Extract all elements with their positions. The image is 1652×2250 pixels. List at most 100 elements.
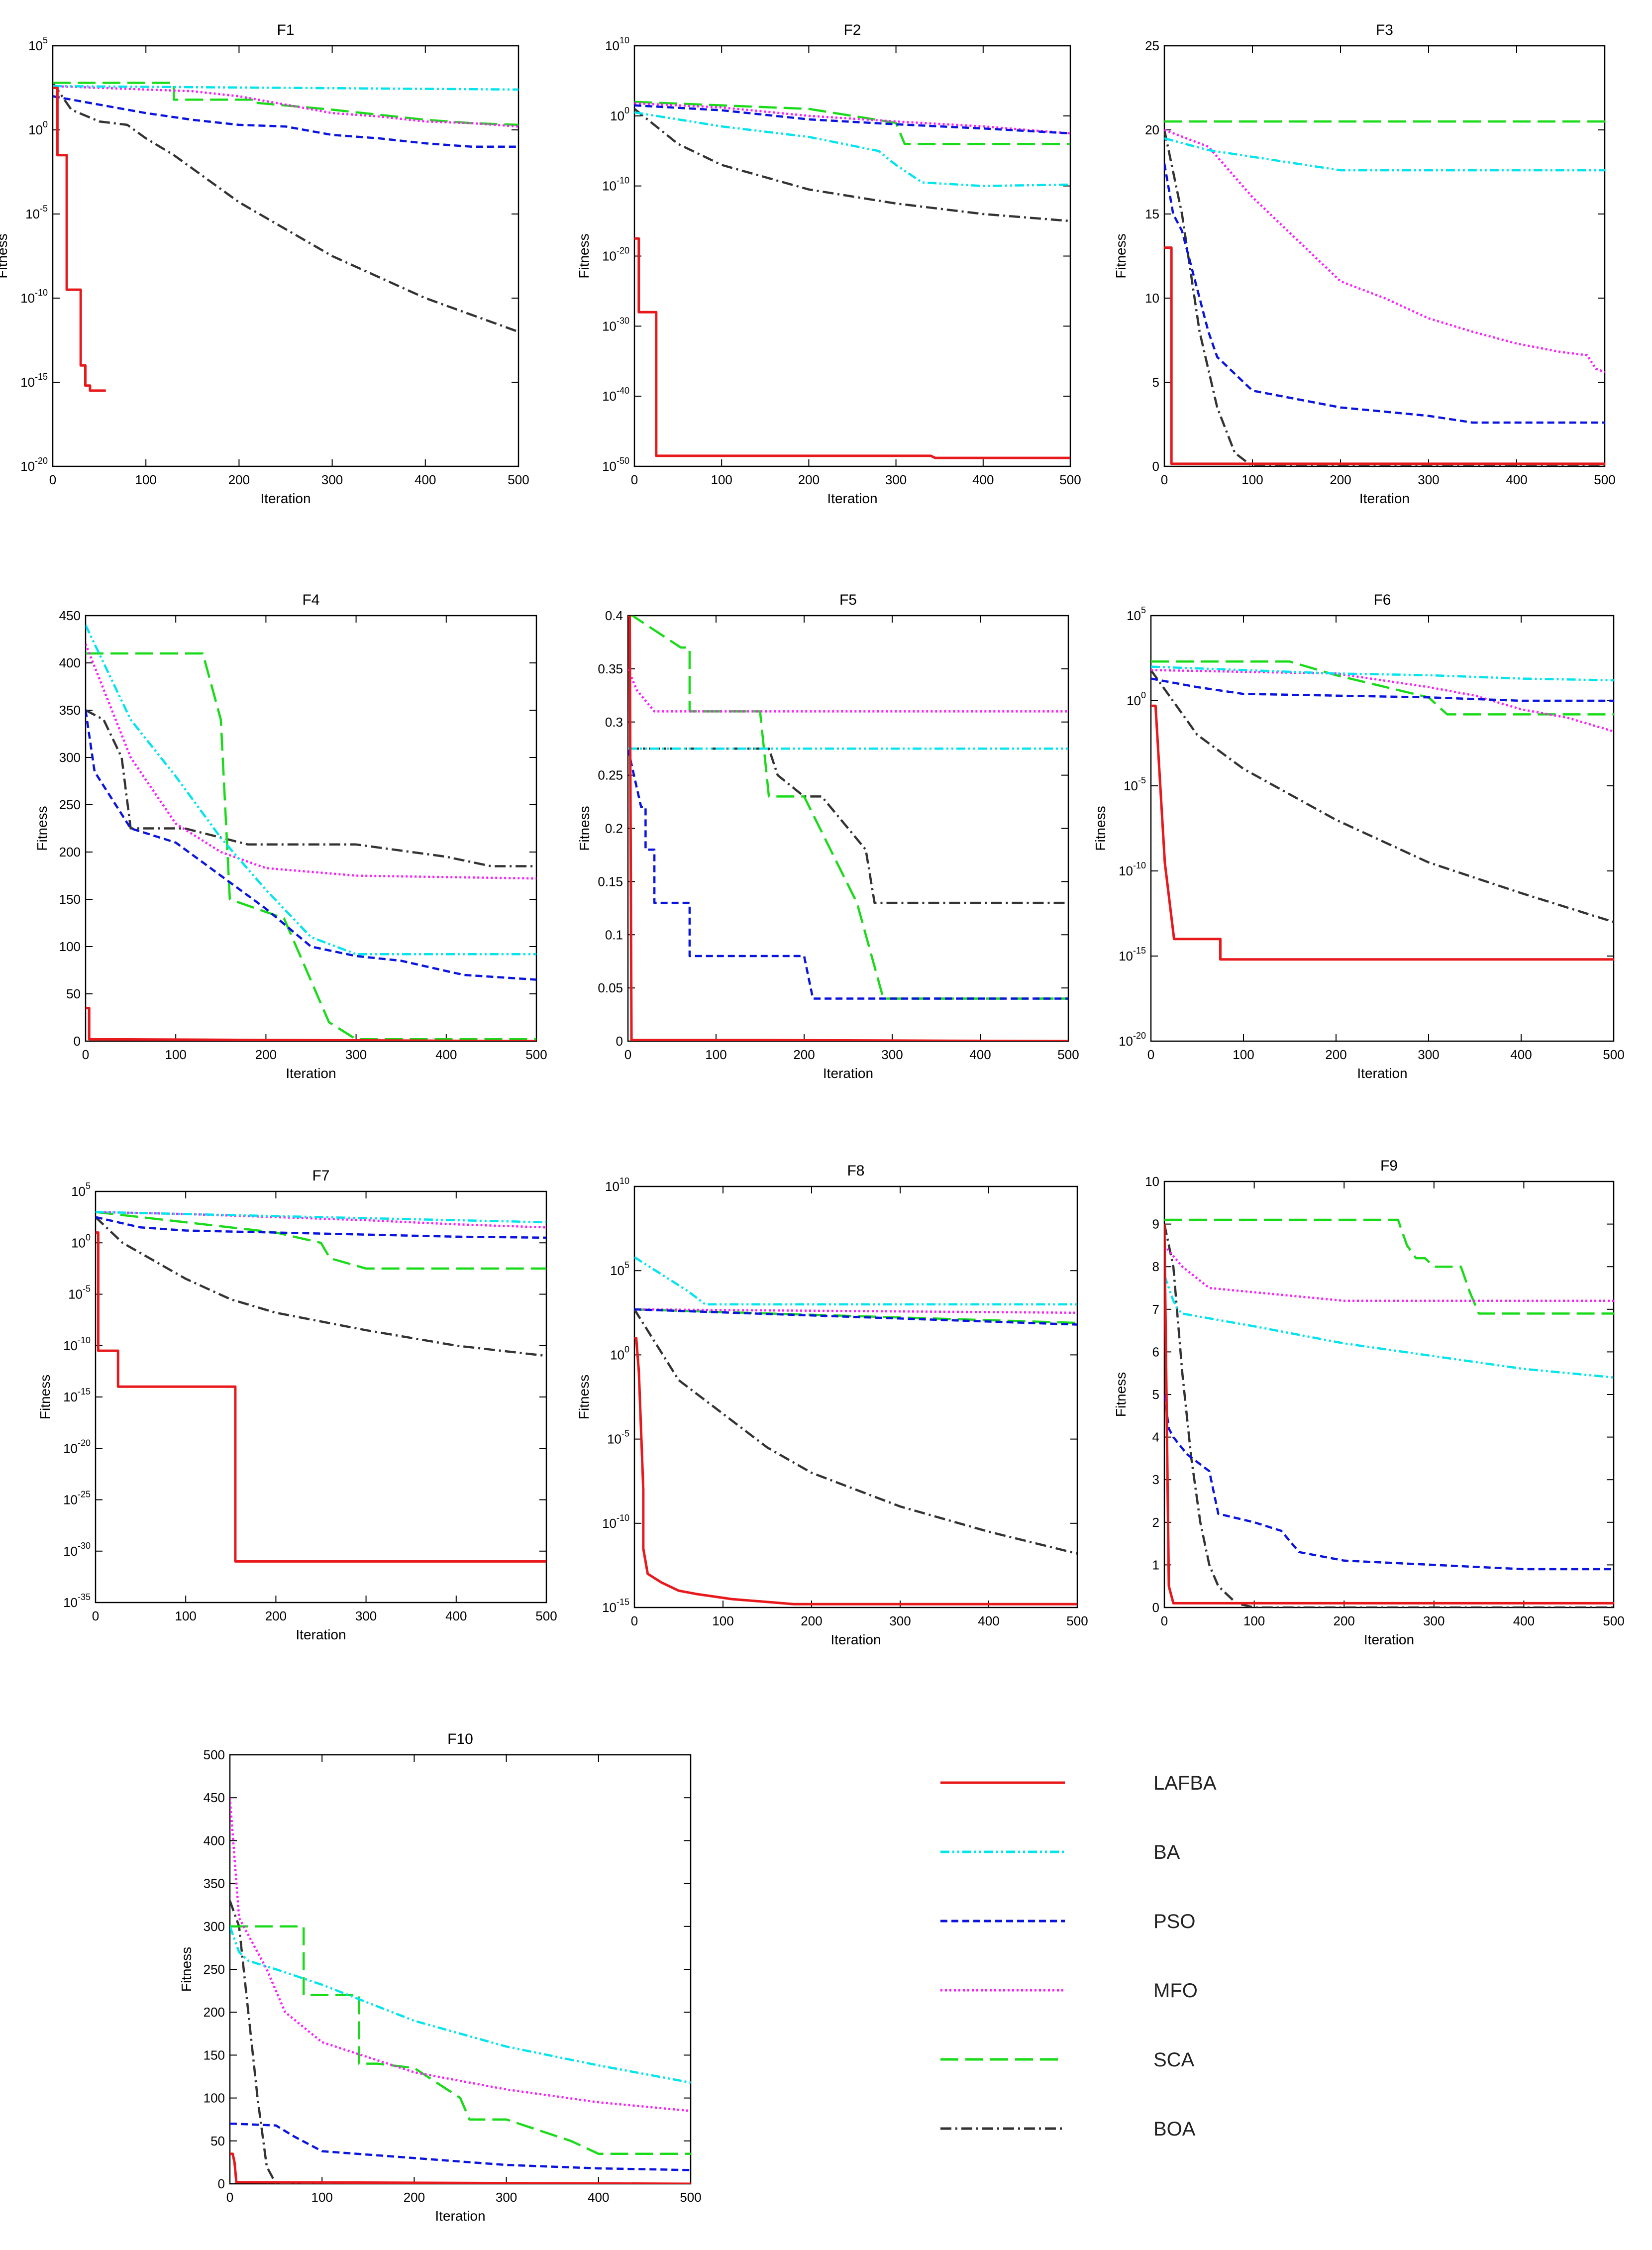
plot-area xyxy=(229,1754,692,2185)
y-tick-label: 0 xyxy=(1152,1600,1159,1615)
y-tick-label: 0 xyxy=(74,1034,81,1049)
series-line-sca xyxy=(1164,1218,1614,1315)
series-line-pso xyxy=(86,710,536,981)
chart-f10: 0 100 200 300 400 500 0 50 100 150 200 250 300 350 400… xyxy=(179,1731,702,2224)
x-tick-label: 400 xyxy=(1510,1047,1532,1062)
chart-title: F7 xyxy=(312,1168,329,1184)
y-tick-label: 500 xyxy=(204,1747,225,1762)
chart-f2: 0 100 200 300 400 500 10-50 10-40 10-30 10-20 10-1… xyxy=(576,22,1081,506)
y-tick-label: 105 xyxy=(71,1181,91,1199)
y-tick-label: 20 xyxy=(1145,122,1159,137)
x-tick-label: 100 xyxy=(175,1608,197,1623)
series-line-mfo xyxy=(86,643,536,880)
x-tick-label: 300 xyxy=(1418,472,1439,487)
legend-label: MFO xyxy=(1153,1980,1198,2002)
y-tick-label: 100 xyxy=(71,1232,91,1250)
y-tick-label: 100 xyxy=(610,106,629,123)
series-line-pso xyxy=(634,104,1070,135)
y-tick-label: 350 xyxy=(204,1876,225,1891)
x-tick-label: 300 xyxy=(889,1613,911,1628)
series-line-pso xyxy=(230,2123,691,2171)
series-line-mfo xyxy=(1151,669,1614,733)
y-tick-label: 100 xyxy=(59,939,81,954)
series-line-lafba xyxy=(1151,704,1614,961)
x-tick-label: 100 xyxy=(165,1047,187,1062)
series-line-pso xyxy=(1164,1394,1614,1571)
x-tick-label: 0 xyxy=(1161,472,1168,487)
chart-f8: 0 100 200 300 400 500 10-15 10-10 10-5 100 105 1010… xyxy=(576,1163,1088,1647)
series-line-sca xyxy=(96,1211,546,1270)
series-line-ba xyxy=(1164,137,1605,172)
x-tick-label: 200 xyxy=(793,1047,815,1062)
chart-title: F3 xyxy=(1376,22,1393,38)
series-line-mfo xyxy=(1164,128,1605,373)
x-axis-label: Iteration xyxy=(823,1066,873,1081)
y-tick-label: 10-40 xyxy=(602,386,629,404)
y-tick-label: 10-20 xyxy=(20,456,48,474)
x-tick-label: 200 xyxy=(1330,472,1351,487)
x-tick-label: 500 xyxy=(1066,1613,1088,1628)
y-tick-label: 10-15 xyxy=(1119,946,1146,964)
y-tick-label: 3 xyxy=(1152,1472,1159,1487)
y-tick-label: 300 xyxy=(59,750,81,765)
y-tick-label: 450 xyxy=(204,1790,225,1805)
y-tick-label: 0 xyxy=(616,1034,623,1049)
x-axis-label: Iteration xyxy=(830,1632,881,1647)
x-tick-label: 200 xyxy=(228,472,250,487)
y-tick-label: 0.1 xyxy=(605,927,623,942)
series-line-mfo xyxy=(1164,1244,1614,1302)
series-line-lafba xyxy=(230,2152,691,2184)
chart-title: F10 xyxy=(447,1731,473,1747)
series-line-boa xyxy=(1164,1224,1614,1607)
x-tick-label: 100 xyxy=(1241,472,1263,487)
y-tick-label: 400 xyxy=(204,1833,225,1848)
legend-label: LAFBA xyxy=(1153,1772,1217,1794)
x-tick-label: 0 xyxy=(631,472,638,487)
legend-label: BA xyxy=(1153,1841,1180,1863)
y-tick-label: 100 xyxy=(610,1344,629,1362)
y-tick-label: 10-50 xyxy=(602,456,629,474)
legend-item-boa: BOA xyxy=(940,2118,1196,2140)
x-tick-label: 300 xyxy=(1423,1613,1445,1628)
x-tick-label: 200 xyxy=(1334,1613,1355,1628)
x-tick-label: 400 xyxy=(414,472,436,487)
x-tick-label: 400 xyxy=(435,1047,457,1062)
chart-title: F8 xyxy=(847,1163,864,1179)
x-tick-label: 400 xyxy=(588,2190,609,2205)
y-tick-label: 10-15 xyxy=(20,372,48,390)
x-tick-label: 300 xyxy=(885,472,907,487)
x-tick-label: 0 xyxy=(49,472,56,487)
y-axis-label: Fitness xyxy=(179,1947,194,1992)
series-line-ba xyxy=(634,111,1070,187)
x-axis-label: Iteration xyxy=(827,491,877,506)
y-tick-label: 10-15 xyxy=(602,1597,629,1615)
series-line-boa xyxy=(53,82,518,333)
x-tick-label: 500 xyxy=(1603,1047,1624,1062)
series-line-pso xyxy=(1151,677,1614,702)
y-axis-label: Fitness xyxy=(37,1375,53,1419)
series-line-ba xyxy=(86,625,536,956)
x-tick-label: 100 xyxy=(712,1613,733,1628)
y-tick-label: 0.2 xyxy=(605,821,623,836)
y-tick-label: 10-15 xyxy=(63,1387,91,1404)
y-tick-label: 10-10 xyxy=(602,176,629,194)
x-tick-label: 100 xyxy=(1233,1047,1254,1062)
x-axis-label: Iteration xyxy=(1359,491,1410,506)
series-line-sca xyxy=(86,652,536,1041)
x-tick-label: 200 xyxy=(255,1047,277,1062)
y-tick-label: 300 xyxy=(204,1919,225,1934)
plot-area xyxy=(1163,1180,1615,1608)
y-tick-label: 10-10 xyxy=(602,1513,629,1531)
y-tick-label: 105 xyxy=(28,35,48,53)
y-tick-label: 9 xyxy=(1152,1217,1159,1232)
plot-area xyxy=(1163,45,1606,467)
y-axis-label: Fitness xyxy=(34,806,50,851)
y-axis-label: Fitness xyxy=(0,233,10,278)
x-axis-label: Iteration xyxy=(260,491,310,506)
x-tick-label: 300 xyxy=(496,2190,517,2205)
y-tick-label: 150 xyxy=(204,2047,225,2062)
plot-area xyxy=(633,45,1071,467)
legend: LAFBA BA PSO MFO SCA BOA xyxy=(940,1772,1217,2140)
x-axis-label: Iteration xyxy=(435,2208,485,2224)
